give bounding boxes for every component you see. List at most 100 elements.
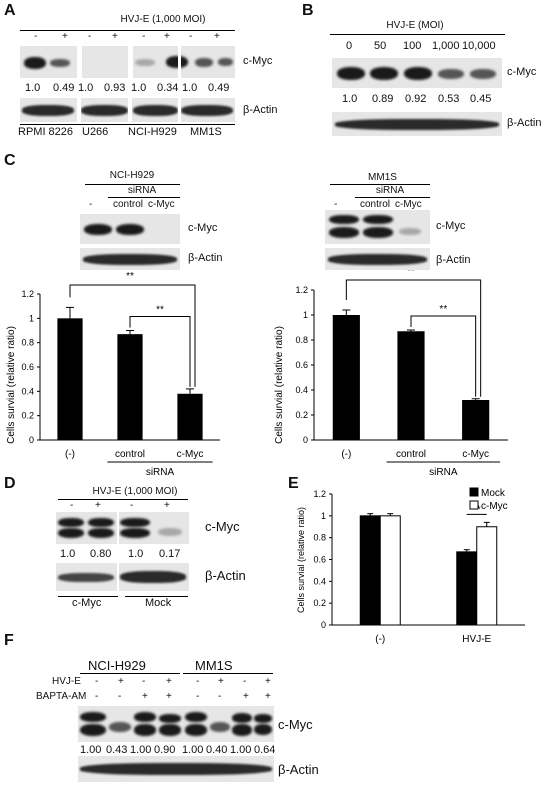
ratio: 1.0 <box>60 548 76 560</box>
ratio: 0.53 <box>438 93 460 105</box>
sign: + <box>214 31 220 42</box>
legend-label: c-Myc <box>481 501 508 512</box>
ratio: 1.0 <box>182 82 198 94</box>
panel-a-control-label: β-Actin <box>243 104 278 116</box>
y-tick-label: 0.6 <box>313 555 326 565</box>
significance-label: ** <box>156 305 164 316</box>
cell-line: U266 <box>82 126 109 138</box>
dose: 100 <box>403 40 422 52</box>
panel-e-chart: Cells survial (relative ratio) 0 0.2 0.4 0.… <box>296 487 525 645</box>
y-tick-label: 1 <box>321 511 326 521</box>
cell-line: RPMI 8226 <box>18 126 74 138</box>
sign: - <box>189 31 193 42</box>
sign: + <box>95 500 101 511</box>
y-axis-label: Cells survial (relative ratio) <box>274 326 285 444</box>
bar <box>117 334 143 440</box>
sign: + <box>218 676 224 687</box>
y-tick-label: 1.2 <box>21 289 34 299</box>
panel-f-actin-blot <box>78 756 274 782</box>
panel-d-target-label: c-Myc <box>205 519 240 534</box>
bar <box>57 318 83 440</box>
panel-d-actin-blot <box>56 563 189 591</box>
y-tick-label: 0 <box>321 620 326 630</box>
cell-line: NCI-H929 <box>128 126 177 138</box>
sign: - <box>218 691 222 702</box>
dose: 1,000 <box>432 40 460 52</box>
ratio: 0.34 <box>157 82 179 94</box>
significance-bracket <box>345 279 482 397</box>
legend-label: Mock <box>481 488 506 499</box>
ratio: 0.45 <box>470 93 492 105</box>
panel-b-actin-blot <box>332 112 502 136</box>
y-tick-label: 1.2 <box>313 489 326 499</box>
ratio: 0.49 <box>208 82 230 94</box>
ratio: 0.90 <box>154 744 176 756</box>
sign: - <box>142 676 146 687</box>
y-axis-label: Cells survial (relative ratio) <box>6 326 17 444</box>
x-tick-label: (-) <box>341 449 351 460</box>
legend-swatch <box>469 500 479 510</box>
panel-c-right-lane: control <box>360 199 391 210</box>
panel-c-right-lane: c-Myc <box>395 199 422 210</box>
y-tick-label: 0.2 <box>21 411 34 421</box>
sign: - <box>243 676 247 687</box>
ratio: 1.00 <box>80 744 102 756</box>
y-tick-label: 0.8 <box>313 533 326 543</box>
bar <box>177 393 203 440</box>
panel-c-left-lane: - <box>89 199 93 210</box>
sign: + <box>166 676 172 687</box>
sign: + <box>164 500 170 511</box>
panel-f-row1-label: HVJ-E <box>52 676 81 687</box>
significance-bracket <box>410 315 477 397</box>
group-label: siRNA <box>146 467 175 475</box>
panel-a-treatment: HVJ-E (1,000 MOI) <box>120 14 206 25</box>
panel-c-left-lane: control <box>113 199 144 210</box>
panel-c-right-cell: MM1S <box>368 172 397 183</box>
panel-a-actin-blot <box>20 98 235 122</box>
ratio: 1.00 <box>230 744 252 756</box>
panel-c-left-lane: c-Myc <box>148 199 175 210</box>
ratio: 0.89 <box>372 93 394 105</box>
panel-c-left-actin-blot <box>80 248 180 270</box>
sign: + <box>265 691 271 702</box>
x-tick-label: control <box>115 449 145 460</box>
panel-c-left-control-label: β-Actin <box>188 252 223 264</box>
ratio: 0.93 <box>104 82 126 94</box>
ratio: 1.0 <box>78 82 94 94</box>
panel-c-right-control-label: β-Actin <box>436 254 471 266</box>
sign: - <box>196 691 200 702</box>
ratio: 0.43 <box>106 744 128 756</box>
group-label: siRNA <box>429 467 458 475</box>
panel-d-group: Mock <box>145 597 172 609</box>
significance-label: ** <box>439 304 447 315</box>
ratio: 0.80 <box>90 548 112 560</box>
sign: - <box>88 31 92 42</box>
panel-label-c: C <box>4 152 16 169</box>
significance-label: ** <box>473 504 481 515</box>
y-tick-label: 0.4 <box>21 386 34 396</box>
sign: + <box>164 31 170 42</box>
panel-a-target-label: c-Myc <box>243 55 273 67</box>
panel-f-cell: NCI-H929 <box>88 658 146 673</box>
panel-label-e: E <box>288 475 299 492</box>
panel-f-row2-label: BAPTA-AM <box>36 691 87 702</box>
panel-c-left-cmyc-blot <box>80 214 180 244</box>
bar-mock <box>456 551 478 626</box>
panel-d-control-label: β-Actin <box>205 568 246 583</box>
x-tick-label: HVJ-E <box>462 634 491 645</box>
panel-c-right-lane: - <box>334 199 338 210</box>
panel-label-d: D <box>4 475 16 492</box>
y-tick-label: 0.4 <box>295 385 308 395</box>
sign: + <box>265 676 271 687</box>
panel-d-treatment: HVJ-E (1,000 MOI) <box>92 486 178 497</box>
bar-mock <box>359 515 381 626</box>
dose: 10,000 <box>462 40 496 52</box>
panel-f-control-label: β-Actin <box>278 762 319 777</box>
sign: - <box>34 31 38 42</box>
panel-c-left-chart: Cells survial (relative ratio) 0 0.2 0.4 0.… <box>6 271 220 475</box>
panel-label-f: F <box>4 632 14 649</box>
bar-cmyc <box>476 526 498 626</box>
sign: - <box>196 676 200 687</box>
x-tick-label: (-) <box>375 634 385 645</box>
ratio: 1.0 <box>25 82 41 94</box>
